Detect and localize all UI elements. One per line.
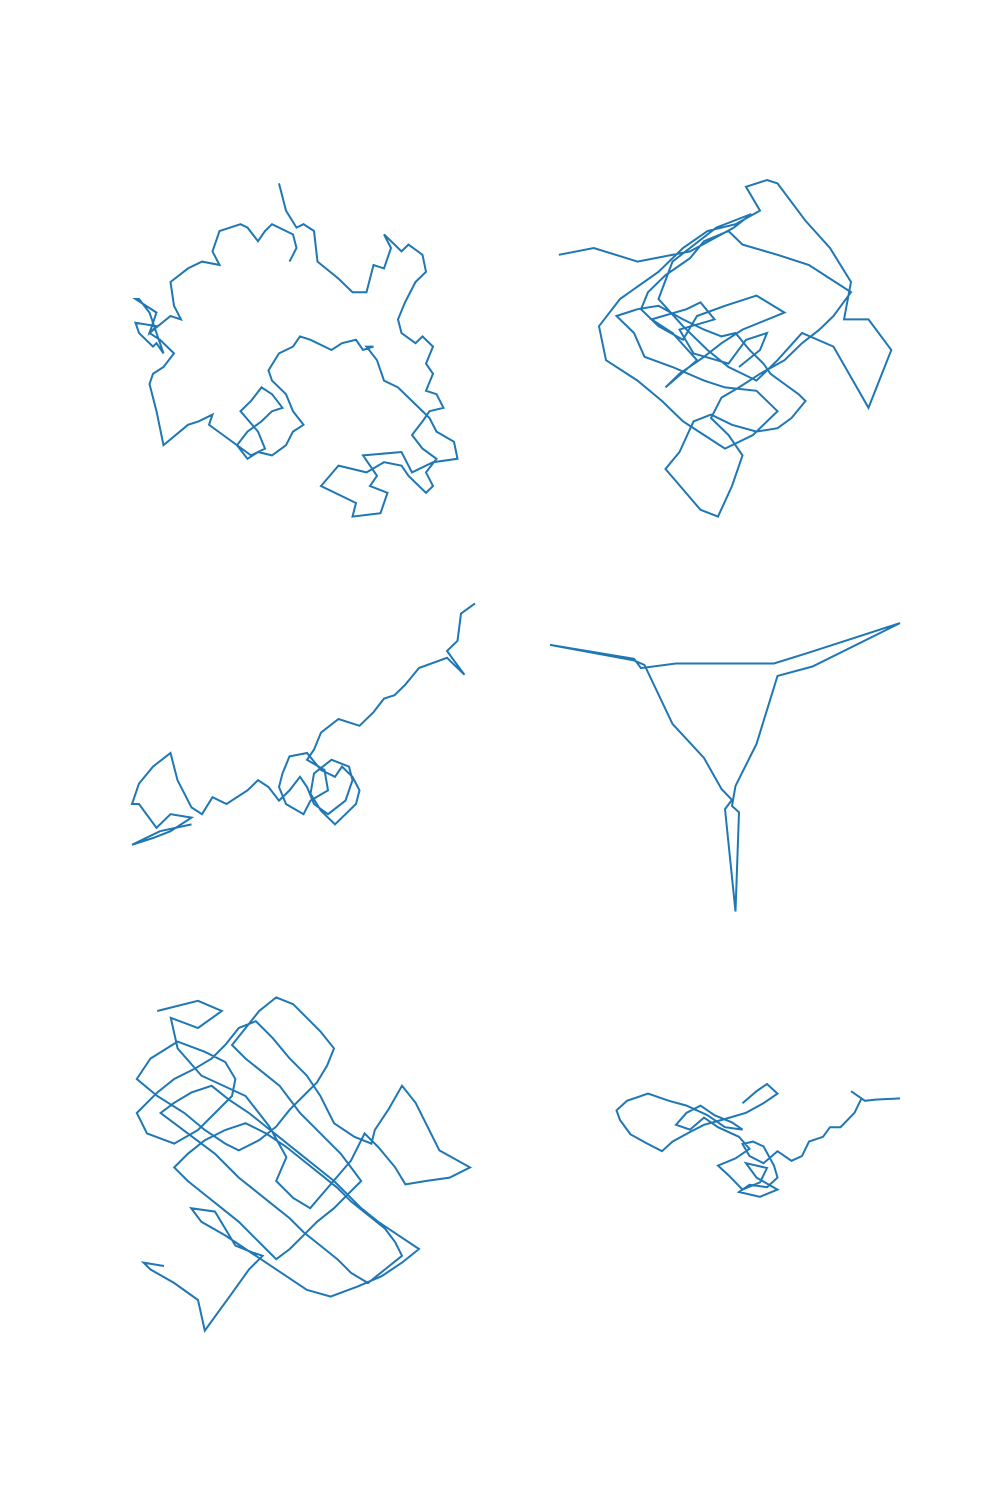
walk-trace-line xyxy=(558,178,893,518)
walk-trace-line xyxy=(615,1082,901,1198)
walk-trace-line xyxy=(549,622,901,912)
panel-row3-left xyxy=(135,996,473,1333)
walk-trace-line xyxy=(130,602,476,846)
panel-row3-right xyxy=(615,1082,901,1198)
panel-row2-left xyxy=(130,602,476,846)
walk-trace-line xyxy=(132,183,459,518)
panel-row1-right xyxy=(558,178,893,518)
panel-row1-left xyxy=(132,183,459,518)
panel-row2-right xyxy=(549,622,901,912)
walk-trace-line xyxy=(135,996,473,1333)
